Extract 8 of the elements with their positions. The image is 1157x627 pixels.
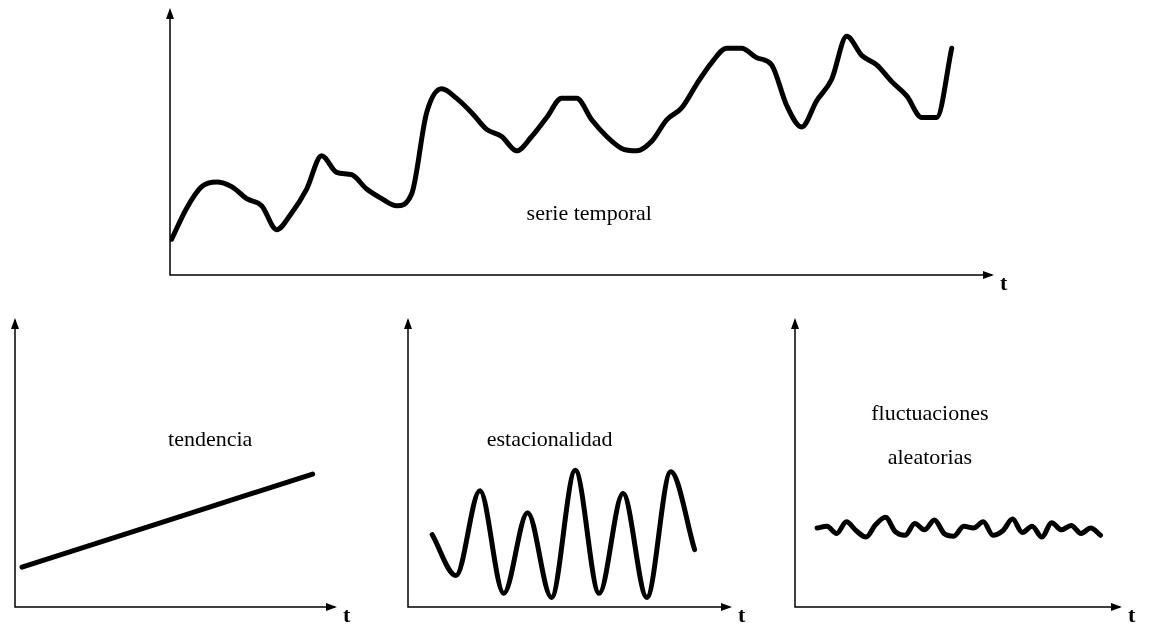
x-axis-title: t — [1000, 269, 1008, 295]
text: serie temporal — [526, 199, 652, 225]
x-axis-title: t — [738, 601, 746, 627]
x-axis-title: t — [1128, 601, 1136, 627]
chart-title: estacionalidad — [486, 426, 613, 452]
x-axis-title: t — [343, 601, 351, 627]
chart-title: tendencia — [168, 426, 253, 452]
chart-title: fluctuaciones aleatorias — [871, 400, 989, 470]
